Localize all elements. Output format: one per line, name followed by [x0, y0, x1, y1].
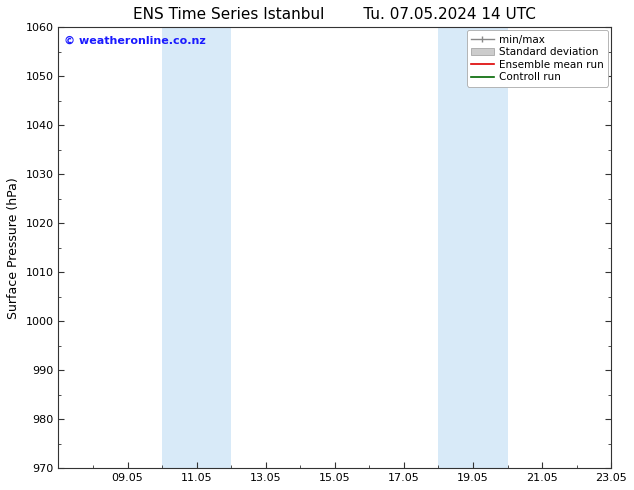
Text: © weatheronline.co.nz: © weatheronline.co.nz [64, 36, 206, 46]
Legend: min/max, Standard deviation, Ensemble mean run, Controll run: min/max, Standard deviation, Ensemble me… [467, 30, 608, 87]
Bar [162, 27, 231, 468]
Bar [439, 27, 508, 468]
Y-axis label: Surface Pressure (hPa): Surface Pressure (hPa) [7, 177, 20, 318]
Title: ENS Time Series Istanbul        Tu. 07.05.2024 14 UTC: ENS Time Series Istanbul Tu. 07.05.2024 … [133, 7, 536, 22]
